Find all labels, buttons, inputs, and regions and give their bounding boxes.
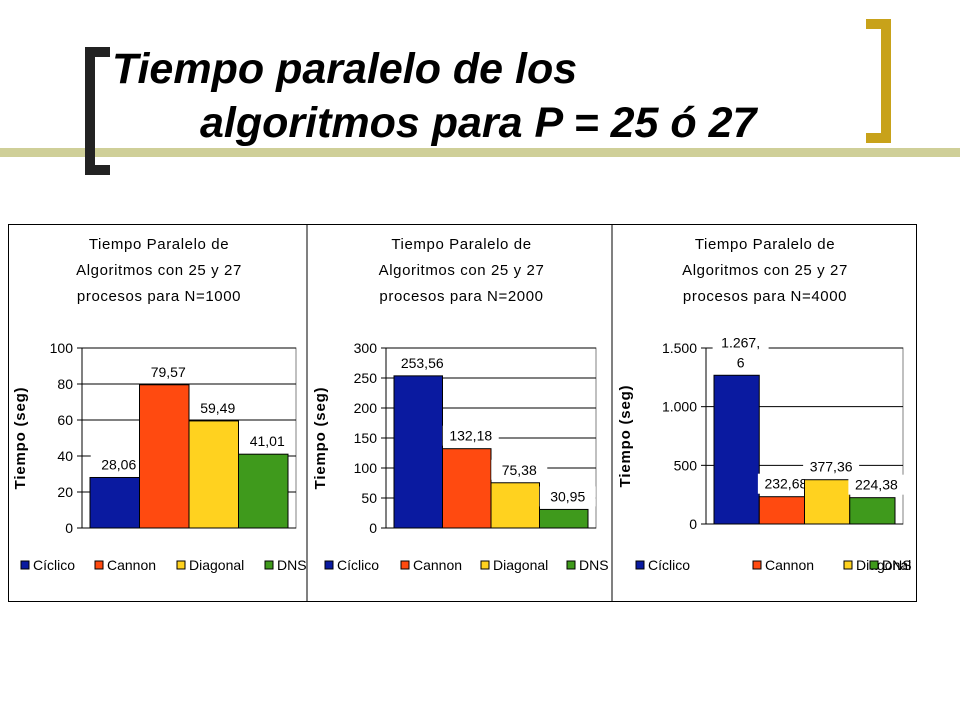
data-label-background [712,332,769,373]
chart-n2000: Tiempo Paralelo de Algoritmos con 25 y 27… [312,225,613,601]
data-label: 6 [737,354,745,370]
data-label: 41,01 [250,433,285,449]
chart-title-line: Tiempo Paralelo de [89,236,229,253]
slide-title-line2: algoritmos para P = 25 ó 27 [200,99,757,147]
y-axis-label: Tiempo (seg) [312,387,329,490]
chart-title-line: procesos para N=4000 [683,288,847,305]
bar-dns [539,508,589,529]
slide-title: Tiempo paralelo de los algoritmos para P… [112,42,756,150]
data-label: 30,95 [550,488,585,504]
y-tick-label: 1.000 [662,399,697,415]
legend-swatch [566,560,576,570]
legend-label: Cíclico [648,557,690,573]
bar-dns [238,453,289,529]
legend-swatch [176,560,186,570]
data-label: 132,18 [449,428,492,444]
y-tick-label: 60 [57,412,73,428]
bar-ciclico [393,375,443,529]
legend-label: Cíclico [337,557,379,573]
data-label-background [539,486,596,507]
bar-dns [849,497,896,525]
bar-ciclico [89,476,140,529]
y-tick-label: 100 [354,460,378,476]
bar-ciclico [713,374,760,525]
legend-swatch [752,560,762,570]
y-tick-label: 100 [50,340,74,356]
data-label-background [803,456,860,477]
chart-title-line: procesos para N=1000 [77,288,241,305]
chart-title-line: Algoritmos con 25 y 27 [76,262,242,279]
data-label: 75,38 [502,462,537,478]
data-label-background [757,473,814,494]
data-label-background [140,361,197,382]
legend-label: DNS [277,557,307,573]
data-label: 253,56 [401,355,444,371]
data-label: 232,68 [764,476,807,492]
data-label: 224,38 [855,477,898,493]
y-tick-label: 150 [354,430,378,446]
y-tick-label: 40 [57,448,73,464]
y-tick-label: 250 [354,370,378,386]
data-label-background [442,425,499,446]
y-tick-label: 0 [65,520,73,536]
chart-title-line: Algoritmos con 25 y 27 [682,262,848,279]
legend-label: Diagonal [189,557,244,573]
legend-swatch [94,560,104,570]
bar-cannon [139,384,190,529]
legend-label: Diagonal [493,557,548,573]
legend-label: Cannon [765,557,814,573]
y-tick-label: 20 [57,484,73,500]
chart-title-line: Tiempo Paralelo de [391,236,531,253]
chart-title-line: procesos para N=2000 [379,288,543,305]
data-label-background [90,454,147,475]
data-label-background [189,397,246,418]
data-label-background [491,459,548,480]
y-axis-label: Tiempo (seg) [12,387,29,490]
chart-n1000: Tiempo Paralelo de Algoritmos con 25 y 27… [12,225,308,601]
y-tick-label: 0 [369,520,377,536]
data-label-background [239,431,296,452]
legend-swatch [480,560,490,570]
bar-diagonal [188,420,239,529]
legend-swatch [843,560,853,570]
title-underline-band [0,148,960,157]
legend-label: Cíclico [33,557,75,573]
chart-n4000: Tiempo Paralelo de Algoritmos con 25 y 27… [617,236,912,573]
data-label: 59,49 [200,400,235,416]
chart-title-line: Algoritmos con 25 y 27 [379,262,545,279]
y-tick-label: 1.500 [662,340,697,356]
legend-label: DNS [882,557,912,573]
charts-panel: Tiempo Paralelo de Algoritmos con 25 y 27… [8,224,917,602]
bar-cannon [758,496,805,525]
legend-label: DNS [579,557,609,573]
data-label: 28,06 [101,456,136,472]
right-bracket-accent [866,19,891,143]
y-tick-label: 80 [57,376,73,392]
bar-diagonal [490,482,540,529]
legend-label: Cannon [413,557,462,573]
legend-swatch [20,560,30,570]
chart-title-line: Tiempo Paralelo de [695,236,835,253]
y-tick-label: 200 [354,400,378,416]
legend-label: Cannon [107,557,156,573]
legend-swatch [264,560,274,570]
data-label-background [848,474,905,495]
y-tick-label: 500 [674,457,698,473]
slide-title-line1: Tiempo paralelo de los [112,45,578,93]
y-tick-label: 0 [689,516,697,532]
bar-diagonal [804,479,851,525]
data-label-background [394,352,451,373]
data-label: 377,36 [810,459,853,475]
legend-swatch [400,560,410,570]
legend-swatch [324,560,334,570]
y-tick-label: 50 [361,490,377,506]
left-bracket-accent [85,47,110,175]
legend-swatch [635,560,645,570]
data-label: 79,57 [151,364,186,380]
data-label: 1.267, [721,334,760,350]
y-tick-label: 300 [354,340,378,356]
legend-swatch [869,560,879,570]
y-axis-label: Tiempo (seg) [617,385,634,488]
bar-cannon [442,448,492,529]
